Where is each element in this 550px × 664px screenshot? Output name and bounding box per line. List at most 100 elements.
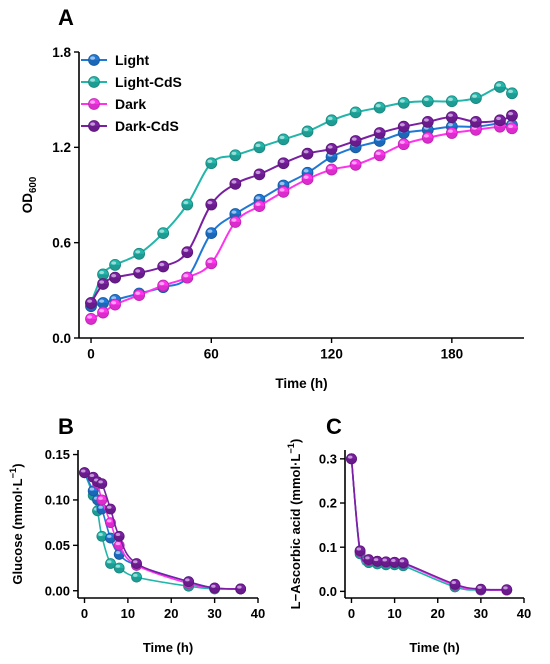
data-point-shade	[131, 563, 142, 569]
data-point-glint	[231, 151, 237, 156]
x-tick-label: 0	[87, 347, 95, 362]
data-point	[506, 109, 518, 122]
data-point-glint	[375, 151, 381, 156]
data-point-shade	[398, 102, 410, 109]
data-point-glint	[303, 175, 309, 179]
data-point-shade	[389, 562, 400, 568]
x-tick-label: 60	[204, 347, 219, 362]
data-point	[277, 157, 290, 170]
data-point	[253, 200, 266, 213]
data-point-shade	[114, 568, 125, 574]
data-point-glint	[87, 315, 93, 319]
data-point-glint	[503, 586, 508, 590]
data-point-glint	[115, 533, 121, 537]
data-point-shade	[374, 107, 386, 114]
data-point-glint	[115, 551, 121, 555]
data-point-glint	[98, 533, 103, 537]
data-point-shade	[326, 120, 338, 126]
data-point	[205, 198, 218, 211]
data-point-shade	[253, 147, 265, 153]
data-point-glint	[81, 469, 86, 473]
data-point	[105, 558, 116, 569]
series-dark-cds	[79, 467, 247, 595]
data-point	[397, 557, 409, 569]
y-tick-label: 1.2	[52, 140, 71, 155]
data-point	[301, 125, 314, 138]
data-point	[97, 306, 109, 319]
data-point-glint	[207, 229, 213, 233]
data-point-glint	[99, 270, 105, 275]
data-point-glint	[423, 118, 429, 122]
data-point-shade	[235, 588, 246, 594]
data-point-shade	[181, 204, 193, 211]
data-point-glint	[115, 564, 121, 568]
data-point	[349, 135, 362, 147]
data-point-glint	[107, 505, 112, 509]
data-point-shade	[229, 155, 241, 161]
data-point-glint	[135, 250, 141, 254]
data-point	[105, 517, 116, 529]
x-tick-label: 20	[164, 606, 178, 621]
data-point	[325, 114, 338, 127]
y-axis-label-sup: −1	[286, 443, 296, 454]
panel-letter: B	[58, 414, 74, 439]
x-tick-label: 40	[251, 606, 265, 621]
data-point	[475, 583, 487, 595]
data-point-glint	[447, 97, 453, 101]
series-line	[350, 458, 507, 591]
data-point-glint	[159, 262, 165, 267]
data-point-shade	[229, 222, 241, 228]
x-axis-label: Time (h)	[409, 640, 459, 655]
data-point-glint	[423, 134, 429, 138]
data-point-glint	[111, 261, 117, 265]
data-point-shade	[277, 163, 289, 169]
data-point-glint	[183, 274, 189, 278]
legend-label: Dark-CdS	[115, 118, 179, 134]
y-axis-label-main: L−Ascorbic acid (mmol·L	[288, 454, 303, 610]
data-point-glint	[327, 116, 333, 121]
legend-marker	[88, 54, 100, 66]
data-point-shade	[105, 563, 116, 569]
panel-letter: C	[326, 414, 342, 439]
data-point-glint	[98, 480, 103, 484]
data-point-shade	[446, 133, 458, 139]
data-point-glint	[303, 150, 309, 154]
data-point-shade	[96, 499, 107, 505]
data-point-shade	[205, 163, 217, 169]
data-point	[349, 158, 362, 171]
data-point-shade	[372, 561, 383, 567]
data-point-glint	[373, 558, 379, 562]
data-point-shade	[114, 554, 125, 560]
data-point-shade	[253, 206, 265, 212]
data-point	[109, 298, 121, 311]
data-point-shade	[363, 559, 374, 565]
data-point-glint	[477, 585, 482, 589]
data-point-shade	[350, 147, 362, 153]
series-line	[90, 114, 513, 304]
data-point	[113, 530, 125, 542]
data-point-glint	[399, 123, 405, 127]
series-dark-cds	[85, 109, 518, 309]
data-point	[445, 127, 458, 139]
legend-marker-shade	[88, 82, 100, 88]
data-point-glint	[231, 210, 237, 214]
data-point-glint	[99, 299, 105, 303]
data-point-shade	[85, 303, 97, 309]
data-point	[301, 147, 314, 160]
legend-marker-shade	[88, 104, 100, 110]
data-point	[449, 578, 461, 590]
series-light	[85, 117, 518, 313]
data-point-glint	[496, 83, 502, 87]
y-axis-label-main: OD	[20, 193, 35, 214]
series-line	[350, 458, 507, 591]
data-point-shade	[494, 126, 506, 133]
x-axis-label: Time (h)	[275, 376, 327, 391]
y-axis-label: OD600	[20, 177, 39, 213]
data-point-glint	[133, 560, 138, 564]
data-point-shade	[109, 277, 121, 284]
series-dark-cds	[346, 453, 513, 596]
data-point	[157, 227, 170, 240]
y-tick-label: 0.1	[319, 540, 337, 555]
data-point-shade	[96, 509, 107, 515]
data-point-shade	[205, 263, 217, 269]
